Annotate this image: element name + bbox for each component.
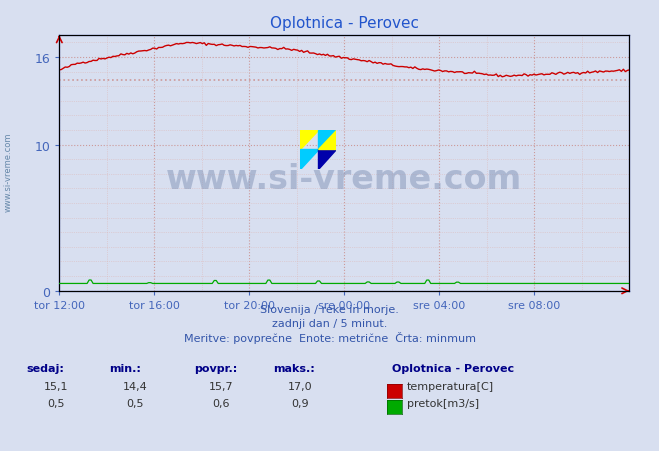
Text: zadnji dan / 5 minut.: zadnji dan / 5 minut. <box>272 318 387 328</box>
Text: Slovenija / reke in morje.: Slovenija / reke in morje. <box>260 304 399 314</box>
Text: pretok[m3/s]: pretok[m3/s] <box>407 398 478 408</box>
Text: min.:: min.: <box>109 363 140 373</box>
Title: Oplotnica - Perovec: Oplotnica - Perovec <box>270 16 419 31</box>
Text: 15,1: 15,1 <box>43 381 69 391</box>
Text: 15,7: 15,7 <box>208 381 233 391</box>
Text: Meritve: povprečne  Enote: metrične  Črta: minmum: Meritve: povprečne Enote: metrične Črta:… <box>183 331 476 344</box>
Text: Oplotnica - Perovec: Oplotnica - Perovec <box>392 363 514 373</box>
Polygon shape <box>318 150 336 169</box>
Polygon shape <box>300 131 318 150</box>
Text: maks.:: maks.: <box>273 363 315 373</box>
Text: 0,5: 0,5 <box>127 398 144 408</box>
Text: 0,6: 0,6 <box>212 398 229 408</box>
Text: povpr.:: povpr.: <box>194 363 238 373</box>
Polygon shape <box>318 131 336 150</box>
Polygon shape <box>300 131 336 169</box>
Text: 0,5: 0,5 <box>47 398 65 408</box>
Text: 0,9: 0,9 <box>291 398 308 408</box>
Text: www.si-vreme.com: www.si-vreme.com <box>3 132 13 211</box>
Text: 17,0: 17,0 <box>287 381 312 391</box>
Text: temperatura[C]: temperatura[C] <box>407 381 494 391</box>
Text: 14,4: 14,4 <box>123 381 148 391</box>
Text: www.si-vreme.com: www.si-vreme.com <box>166 162 523 195</box>
Text: sedaj:: sedaj: <box>26 363 64 373</box>
